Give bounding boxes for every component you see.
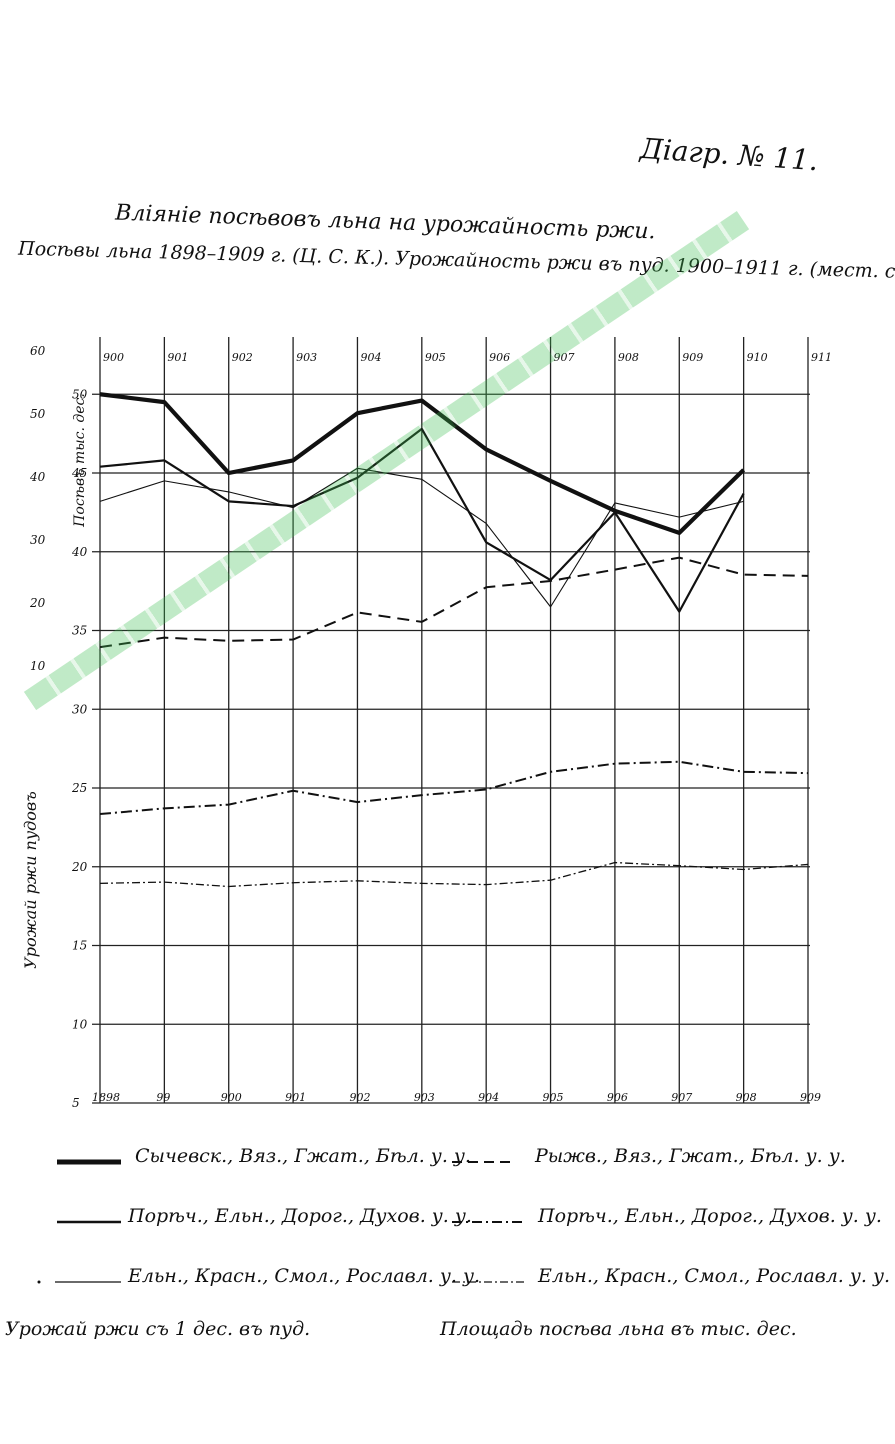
- legend-item: Рыжв., Вяз., Гжат., Бѣл. у. у.: [535, 1145, 846, 1167]
- chart-title: Вліяніе посѣвовъ льна на урожайность ржи…: [114, 200, 656, 245]
- x-tick-label-top: 909: [682, 351, 703, 364]
- rye-tick-label: 50: [72, 387, 88, 401]
- legend-item: Ельн., Красн., Смол., Рославл. у. у.: [128, 1265, 481, 1287]
- x-tick-label-top: 903: [296, 351, 317, 364]
- series-line-dashdot: [99, 760, 809, 816]
- series-line-dashdot-fine: [99, 861, 809, 888]
- diagram-number: Діагр. № 11.: [639, 131, 820, 178]
- rye-axis-title: Урожай ржи пудовъ: [21, 791, 40, 969]
- flax-axis-title: Посѣвъ тыс. дес.: [72, 393, 88, 528]
- series-line-thin: [99, 467, 744, 608]
- x-tick-label-bottom: 901: [285, 1091, 306, 1104]
- x-tick-label-bottom: 1898: [92, 1091, 120, 1104]
- x-tick-label-top: 908: [618, 351, 639, 364]
- line-chart: 900 901 902 903 904 905 906 907 908 909 910 911 1898…: [21, 337, 832, 1110]
- x-tick-label-bottom: 904: [478, 1091, 499, 1104]
- legend-swatch-solid: [57, 1220, 121, 1224]
- x-tick-label-bottom: 909: [800, 1091, 821, 1104]
- x-tick-label-top: 906: [489, 351, 510, 364]
- flax-tick-label: 30: [30, 533, 46, 547]
- x-tick-label-bottom: 905: [543, 1091, 564, 1104]
- x-tick-label-top: 904: [360, 351, 381, 364]
- x-tick-label-top: 905: [425, 351, 446, 364]
- x-tick-label-bottom: 908: [736, 1091, 757, 1104]
- series-line-thick: [99, 392, 746, 535]
- flax-tick-label: 20: [29, 596, 46, 610]
- rye-tick-label: 30: [72, 702, 88, 716]
- flax-tick-label: 50: [30, 407, 46, 421]
- footer-left-caption: Урожай ржи съ 1 дес. въ пуд.: [5, 1318, 311, 1340]
- x-tick-label-bottom: 907: [671, 1091, 692, 1104]
- rye-tick-label: 15: [72, 939, 87, 953]
- rye-tick-label: 20: [71, 860, 88, 874]
- x-tick-label-bottom: 902: [349, 1091, 370, 1104]
- x-tick-label-top: 910: [747, 351, 768, 364]
- legend-swatch-dashed: [452, 1161, 516, 1163]
- axis-ticks: 900 901 902 903 904 905 906 907 908 909 910 911 1898…: [29, 344, 832, 1110]
- flax-tick-label: 40: [29, 470, 46, 484]
- x-tick-label-top: 901: [167, 351, 188, 364]
- x-tick-label-bottom: 903: [414, 1091, 435, 1104]
- x-tick-label-top: 902: [232, 351, 253, 364]
- flax-tick-label: 60: [30, 344, 46, 358]
- series-line-dashed: [99, 556, 809, 649]
- x-tick-label-top: 907: [554, 351, 575, 364]
- x-tick-label-top: 911: [811, 351, 832, 364]
- chart-series: [99, 392, 809, 888]
- footer-right-caption: Площадь посѣва льна въ тыс. дес.: [440, 1318, 797, 1340]
- rye-tick-label: 35: [72, 624, 87, 638]
- x-tick-label-bottom: 99: [156, 1091, 170, 1104]
- legend-swatch-dashdot-fine: [452, 1281, 526, 1283]
- legend-item: Порѣч., Ельн., Дорог., Духов. у. у.: [128, 1205, 472, 1227]
- x-tick-label-bottom: 900: [221, 1091, 242, 1104]
- rye-tick-label: 10: [72, 1017, 88, 1031]
- rye-tick-label: 5: [72, 1096, 80, 1110]
- legend-swatch-thick: [57, 1159, 121, 1165]
- x-tick-label-bottom: 906: [607, 1091, 628, 1104]
- legend-item: Ельн., Красн., Смол., Рославл. у. у.: [538, 1265, 891, 1287]
- legend-item: Сычевск., Вяз., Гжат., Бѣл. у. у.: [135, 1145, 471, 1167]
- legend-swatch-thin: [37, 1280, 121, 1284]
- x-tick-label-top: 900: [103, 351, 124, 364]
- rye-tick-label: 45: [71, 466, 87, 480]
- legend-swatch-dashdot: [452, 1221, 526, 1223]
- chart-grid: [92, 337, 810, 1104]
- rye-tick-label: 40: [71, 545, 88, 559]
- flax-tick-label: 10: [30, 659, 46, 673]
- chart-subtitle: Посѣвы льна 1898–1909 г. (Ц. С. К.). Уро…: [17, 237, 895, 285]
- rye-tick-label: 25: [71, 781, 87, 795]
- legend-item: Порѣч., Ельн., Дорог., Духов. у. у.: [538, 1205, 882, 1227]
